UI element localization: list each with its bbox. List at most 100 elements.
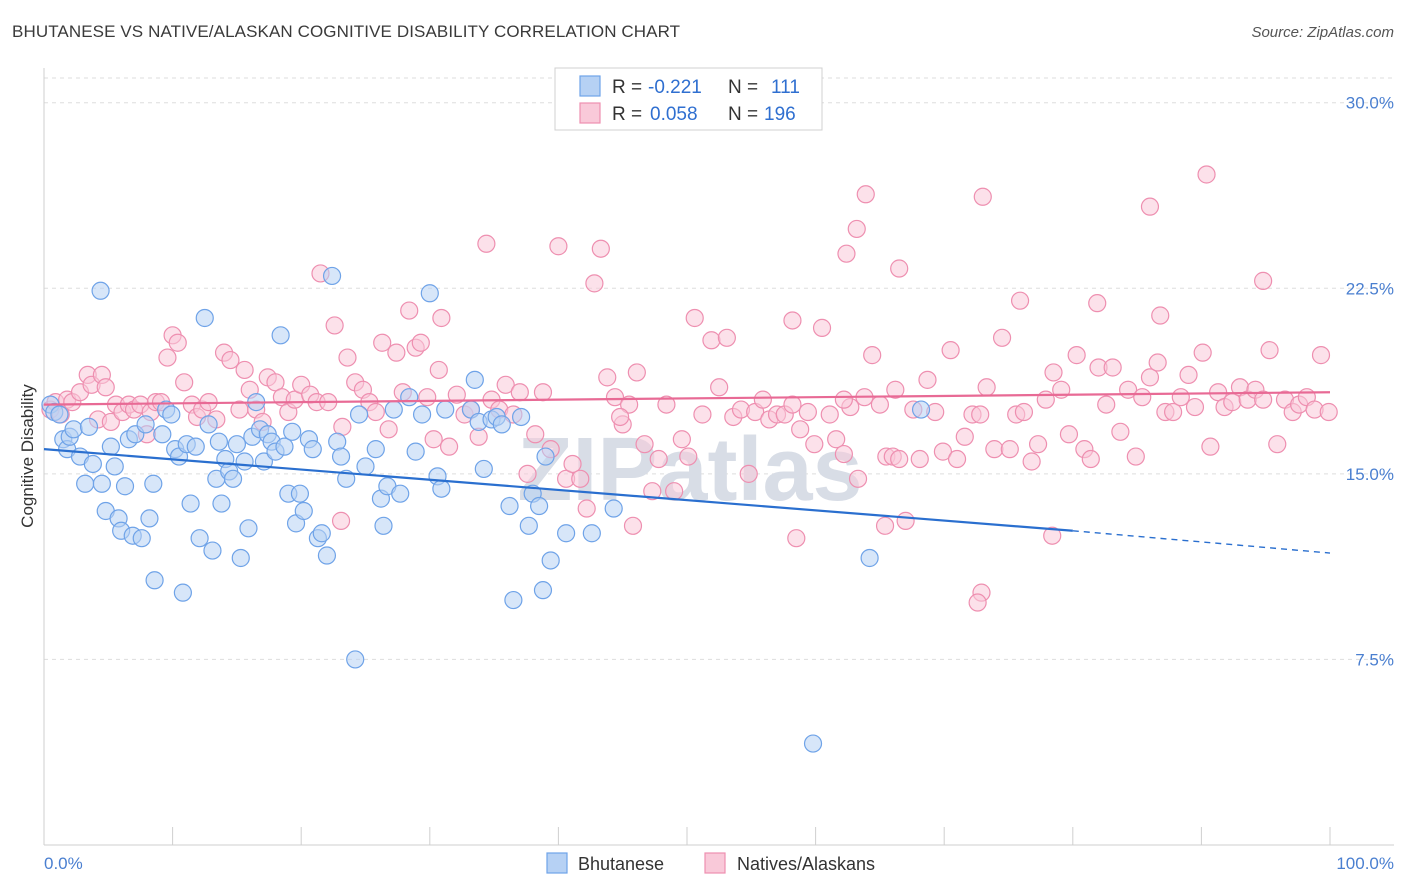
natives-point-93 [649,449,668,469]
natives-point-123 [870,395,890,414]
natives-point-201 [623,516,643,535]
bhutanese-point-10 [83,454,102,474]
natives-point-154 [1097,395,1116,414]
natives-point-49 [338,348,357,367]
series-bhutanese [41,266,931,753]
bhutanese-point-97 [504,590,523,610]
bhutanese-point-37 [195,308,214,328]
natives-point-134 [947,449,967,469]
natives-point-126 [890,449,909,469]
bhutanese-point-110 [911,400,931,419]
natives-point-84 [585,274,604,293]
natives-point-166 [1185,397,1205,417]
bhutanese-point-36 [190,529,209,548]
natives-point-198 [968,593,987,612]
natives-point-82 [571,469,590,488]
legend-n-label-1: N = [728,104,758,125]
bhutanese-point-35 [186,437,205,456]
trend-line-bhutanese [43,448,1073,532]
natives-point-33 [235,360,254,380]
bhutanese-point-72 [337,469,356,488]
legend-n-value-0: 111 [771,77,800,98]
natives-point-113 [798,402,817,422]
legend-n-value-1: 196 [764,104,796,125]
natives-point-102 [717,328,736,347]
natives-point-60 [411,333,430,352]
natives-point-143 [1014,402,1034,422]
natives-point-156 [1111,422,1130,441]
natives-point-112 [791,420,810,439]
bhutanese-point-27 [153,425,172,444]
trend-line-bhutanese-extension [1072,530,1331,554]
bhutanese-point-8 [76,474,95,493]
natives-point-120 [848,469,868,488]
natives-point-163 [1164,402,1183,422]
natives-point-23 [168,333,187,352]
natives-point-107 [753,390,772,409]
chart-title: BHUTANESE VS NATIVE/ALASKAN COGNITIVE DI… [12,22,681,41]
natives-point-47 [325,316,344,335]
natives-point-191 [890,259,909,278]
natives-point-204 [611,407,630,427]
natives-point-114 [805,435,824,454]
natives-point-11 [101,412,120,432]
natives-point-54 [373,333,392,352]
natives-point-150 [1067,346,1086,365]
natives-point-56 [387,343,406,362]
bhutanese-point-63 [294,501,313,521]
bhutanese-point-47 [231,548,250,568]
bhutanese-point-29 [162,405,181,424]
natives-point-158 [1126,447,1145,466]
natives-point-69 [477,234,496,253]
bhutanese-point-11 [91,281,110,300]
natives-point-86 [598,368,617,387]
bhutanese-point-49 [239,519,258,538]
natives-point-140 [992,328,1012,347]
natives-point-122 [863,346,882,365]
bhutanese-point-109 [860,548,879,568]
series-natives-alaskans [41,165,1338,612]
natives-point-65 [447,385,466,404]
natives-point-145 [1028,435,1048,454]
natives-point-100 [702,331,721,350]
bhutanese-point-76 [366,440,385,459]
natives-point-189 [847,219,866,239]
bhutanese-point-48 [235,452,254,471]
bhutanese-point-106 [582,524,601,543]
natives-point-64 [439,437,459,456]
natives-point-89 [620,395,639,414]
bhutanese-point-99 [519,516,538,535]
natives-point-183 [1311,346,1331,365]
bhutanese-point-41 [209,432,228,451]
natives-point-206 [429,360,448,380]
bhutanese-point-58 [275,437,294,456]
natives-point-21 [158,348,177,367]
legend-r-value-1: 0.058 [650,104,698,125]
natives-point-98 [685,308,704,328]
natives-point-132 [933,442,953,461]
natives-point-160 [1140,368,1160,387]
natives-point-53 [366,402,385,422]
natives-point-135 [955,427,974,446]
bhutanese-point-70 [328,432,347,451]
natives-point-58 [400,301,419,320]
bhutanese-point-87 [432,479,451,498]
bhutanese-point-15 [105,457,124,476]
bhutanese-point-105 [557,524,576,543]
natives-point-195 [783,311,802,330]
natives-point-196 [1151,306,1170,325]
natives-point-203 [331,511,351,530]
bhutanese-point-74 [349,405,369,424]
natives-point-75 [518,464,537,483]
natives-point-187 [1140,197,1160,216]
natives-point-133 [941,341,960,360]
natives-point-207 [834,390,853,409]
bhutanese-point-60 [283,422,302,441]
natives-point-176 [1260,341,1279,360]
natives-point-116 [820,405,839,424]
natives-point-95 [665,482,684,501]
natives-point-146 [1036,390,1055,409]
bhutanese-point-80 [384,400,403,419]
bhutanese-point-62 [290,484,310,503]
natives-point-92 [643,482,662,501]
